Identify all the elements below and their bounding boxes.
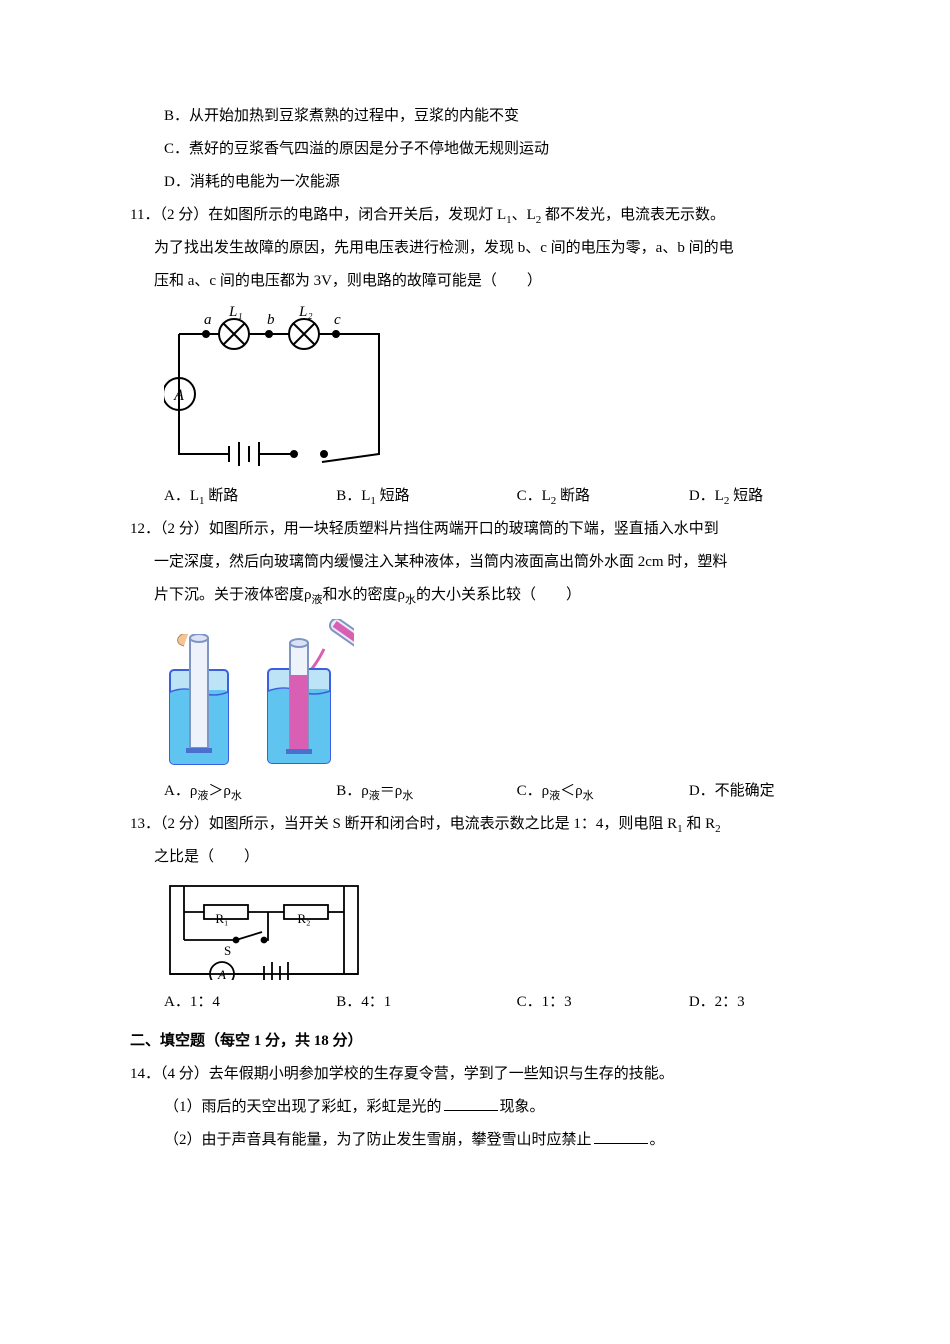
q11-stem-line3: 压和 a、c 间的电压都为 3V，则电路的故障可能是（ ）: [130, 265, 820, 298]
svg-text:S: S: [224, 943, 231, 958]
q11-option-b: B．L1 短路: [336, 480, 516, 513]
q12-stem-line3: 片下沉。关于液体密度ρ液和水的密度ρ水的大小关系比较（ ）: [130, 579, 820, 612]
q11-stem-line1: 11．（2 分）在如图所示的电路中，闭合开关后，发现灯 L1、L2 都不发光，电…: [130, 199, 820, 232]
svg-text:b: b: [267, 312, 275, 328]
q11-choices: A．L1 断路 B．L1 短路 C．L2 断路 D．L2 短路: [130, 480, 820, 513]
q12-option-c: C．ρ液＜ρ水: [517, 775, 689, 808]
q13-choices: A．1：4 B．4：1 C．1：3 D．2：3: [130, 986, 820, 1019]
q11-stem-line2: 为了找出发生故障的原因，先用电压表进行检测，发现 b、c 间的电压为零，a、b …: [130, 232, 820, 265]
q14-blank-2[interactable]: [594, 1129, 648, 1144]
q13-figure: R₁ R₂ S A: [130, 880, 820, 980]
q13-option-c: C．1：3: [517, 986, 689, 1019]
q12-option-d: D．不能确定: [689, 775, 820, 808]
q12-stem-line1: 12．（2 分）如图所示，用一块轻质塑料片挡住两端开口的玻璃筒的下端，竖直插入水…: [130, 513, 820, 546]
q11-option-d: D．L2 短路: [689, 480, 820, 513]
q10-option-b: B．从开始加热到豆浆煮熟的过程中，豆浆的内能不变: [130, 100, 820, 133]
svg-text:R₁: R₁: [215, 911, 228, 926]
q12-option-a: A．ρ液＞ρ水: [164, 775, 336, 808]
svg-text:A: A: [217, 967, 226, 980]
section-2-title: 二、填空题（每空 1 分，共 18 分）: [130, 1025, 820, 1058]
q10-option-c: C．煮好的豆浆香气四溢的原因是分子不停地做无规则运动: [130, 133, 820, 166]
svg-text:L₂: L₂: [298, 304, 313, 320]
svg-text:c: c: [334, 312, 341, 328]
q14-p1: （1）雨后的天空出现了彩虹，彩虹是光的现象。: [130, 1091, 820, 1124]
svg-text:R₂: R₂: [297, 911, 310, 926]
q11-figure: A a L₁ b L₂ c: [130, 304, 820, 474]
q13-option-a: A．1：4: [164, 986, 336, 1019]
q11-option-c: C．L2 断路: [517, 480, 689, 513]
q12-figure: [130, 619, 820, 769]
svg-text:L₁: L₁: [228, 304, 243, 320]
q13-stem-line2: 之比是（ ）: [130, 841, 820, 874]
q13-option-d: D．2：3: [689, 986, 820, 1019]
svg-text:A: A: [173, 387, 184, 404]
q10-option-d: D．消耗的电能为一次能源: [130, 166, 820, 199]
q13-stem-line1: 13．（2 分）如图所示，当开关 S 断开和闭合时，电流表示数之比是 1：4，则…: [130, 808, 820, 841]
q14-blank-1[interactable]: [444, 1096, 498, 1111]
q14-stem: 14．（4 分）去年假期小明参加学校的生存夏令营，学到了一些知识与生存的技能。: [130, 1058, 820, 1091]
q13-option-b: B．4：1: [336, 986, 516, 1019]
q12-choices: A．ρ液＞ρ水 B．ρ液＝ρ水 C．ρ液＜ρ水 D．不能确定: [130, 775, 820, 808]
q12-stem-line2: 一定深度，然后向玻璃筒内缓慢注入某种液体，当筒内液面高出筒外水面 2cm 时，塑…: [130, 546, 820, 579]
q11-option-a: A．L1 断路: [164, 480, 336, 513]
q14-p2: （2）由于声音具有能量，为了防止发生雪崩，攀登雪山时应禁止。: [130, 1124, 820, 1157]
q12-option-b: B．ρ液＝ρ水: [336, 775, 516, 808]
svg-text:a: a: [204, 312, 212, 328]
